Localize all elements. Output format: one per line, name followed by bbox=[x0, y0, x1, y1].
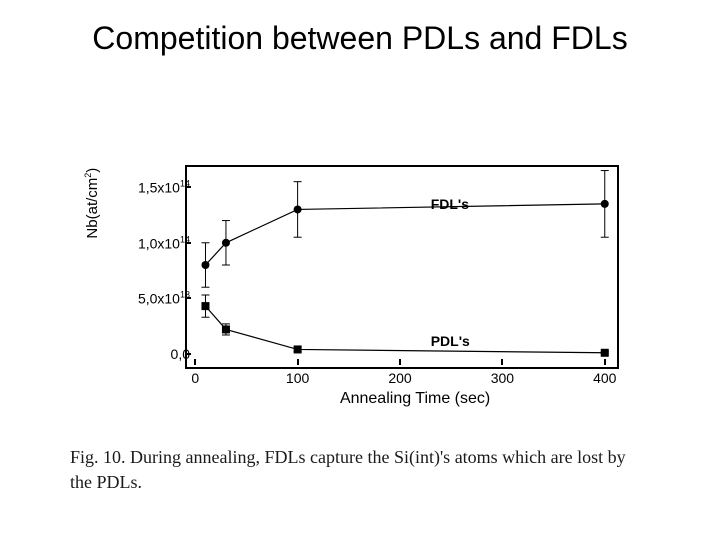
y-tick-label: 1,0x1014 bbox=[138, 234, 190, 251]
y-tick bbox=[185, 353, 191, 355]
x-tick-label: 100 bbox=[286, 370, 309, 386]
marker-square bbox=[601, 349, 609, 357]
plot-svg bbox=[185, 165, 615, 365]
slide-title: Competition between PDLs and FDLs bbox=[0, 0, 720, 58]
x-tick bbox=[194, 359, 196, 365]
chart: Nb(at/cm2) Annealing Time (sec) 0,05,0x1… bbox=[100, 155, 640, 415]
y-tick bbox=[185, 186, 191, 188]
y-tick bbox=[185, 242, 191, 244]
x-tick-label: 400 bbox=[593, 370, 616, 386]
marker-square bbox=[294, 345, 302, 353]
marker-circle bbox=[601, 200, 609, 208]
figure-caption: Fig. 10. During annealing, FDLs capture … bbox=[70, 445, 650, 495]
marker-square bbox=[201, 302, 209, 310]
series-label: PDL's bbox=[431, 333, 470, 349]
x-tick bbox=[399, 359, 401, 365]
y-tick-label: 1,5x1014 bbox=[138, 179, 190, 196]
y-axis-label: Nb(at/cm2) bbox=[83, 168, 101, 239]
y-tick-label: 5,0x1013 bbox=[138, 290, 190, 307]
marker-square bbox=[222, 325, 230, 333]
marker-circle bbox=[294, 205, 302, 213]
series-line bbox=[205, 306, 604, 353]
x-tick-label: 0 bbox=[191, 370, 199, 386]
marker-circle bbox=[222, 239, 230, 247]
x-axis-label: Annealing Time (sec) bbox=[340, 390, 490, 408]
y-tick bbox=[185, 297, 191, 299]
marker-circle bbox=[201, 261, 209, 269]
x-tick-label: 300 bbox=[491, 370, 514, 386]
series-line bbox=[205, 204, 604, 265]
x-tick-label: 200 bbox=[388, 370, 411, 386]
x-tick bbox=[604, 359, 606, 365]
x-tick bbox=[297, 359, 299, 365]
series-label: FDL's bbox=[431, 196, 469, 212]
x-tick bbox=[501, 359, 503, 365]
